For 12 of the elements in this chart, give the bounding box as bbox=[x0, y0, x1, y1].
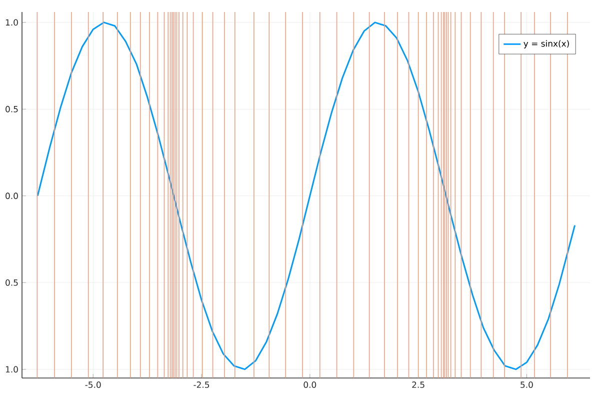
x-tick-label: -5.0 bbox=[85, 382, 101, 388]
legend-label: y = sinx(x) bbox=[524, 40, 569, 48]
y-tick-label: 0.0 bbox=[6, 192, 18, 200]
y-tick-label: 0.5 bbox=[6, 279, 18, 286]
y-tick-label: 1.0 bbox=[6, 19, 18, 26]
line-series bbox=[36, 22, 576, 370]
x-tick-label: 2.5 bbox=[412, 382, 424, 388]
x-tick-label: 0.0 bbox=[304, 382, 316, 388]
y-tick-label: 1.0 bbox=[6, 366, 18, 373]
y-tick-label: 0.5 bbox=[6, 106, 18, 112]
x-tick-label: -2.5 bbox=[194, 382, 210, 388]
x-tick-label: 5.0 bbox=[520, 382, 533, 388]
